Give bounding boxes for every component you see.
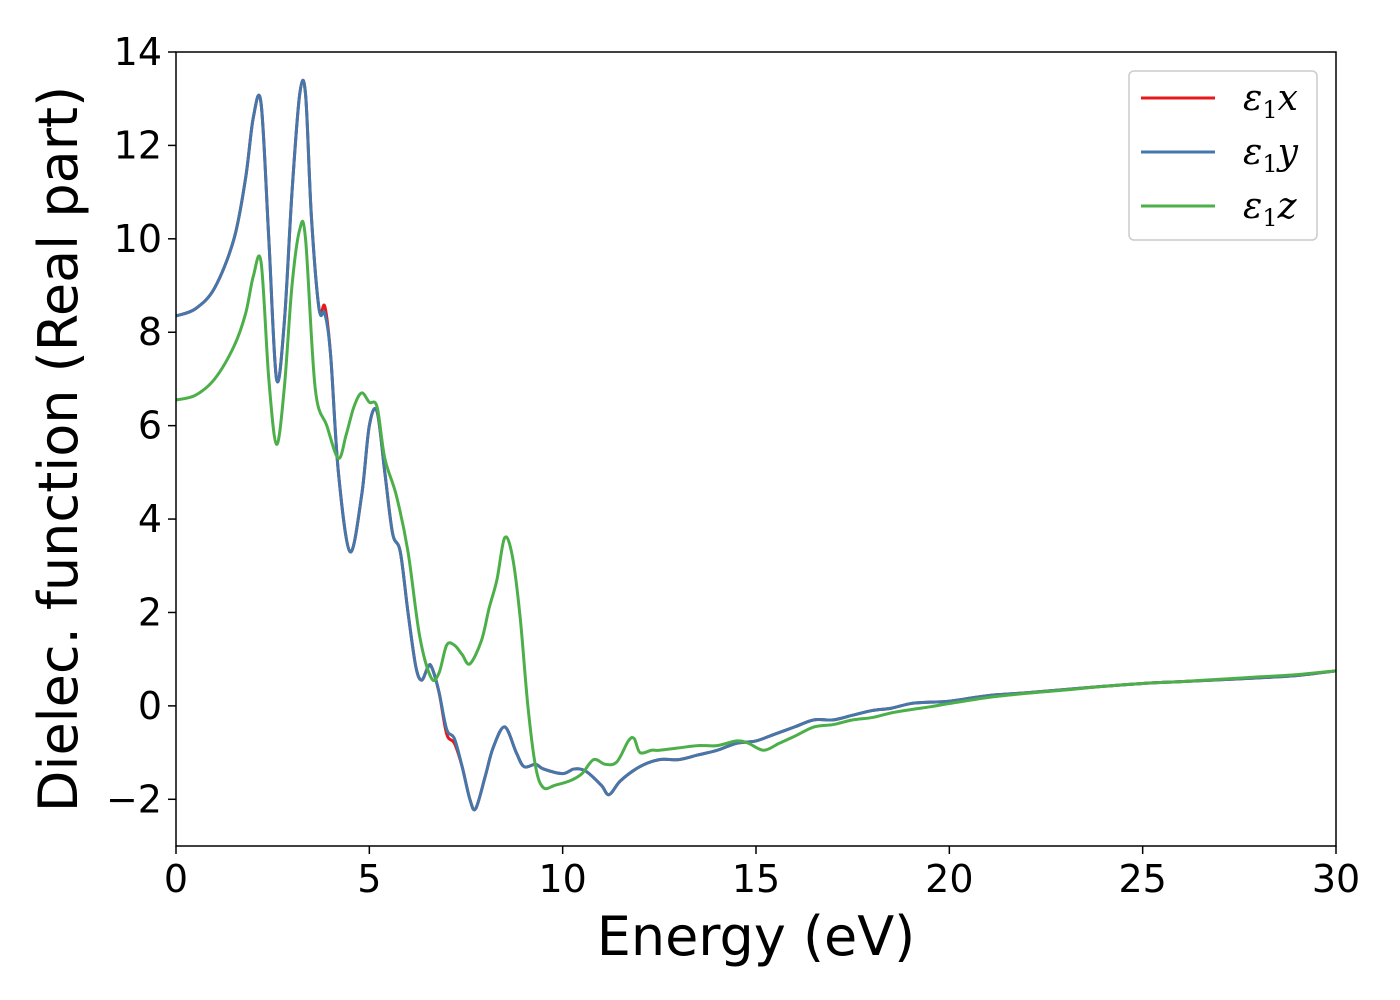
y-tick-label: 4 (138, 497, 162, 541)
x-tick-label: 20 (925, 857, 973, 901)
x-tick-label: 0 (164, 857, 188, 901)
y-tick-label: 14 (114, 30, 162, 74)
legend: ε1x ε1y ε1z (1128, 70, 1318, 241)
y-tick-label: 0 (138, 684, 162, 728)
x-tick-label: 25 (1118, 857, 1166, 901)
x-axis: 0 5 10 15 20 25 30 (164, 846, 1360, 901)
y-tick-label: 10 (114, 217, 162, 261)
series-layer (176, 78, 1336, 812)
y-tick-label: −2 (106, 777, 162, 821)
legend-box (1128, 70, 1318, 241)
x-tick-label: 15 (732, 857, 780, 901)
x-axis-label: Energy (eV) (597, 905, 916, 968)
legend-label-z: ε1z (1243, 186, 1298, 232)
y-axis-label: Dielec. function (Real part) (27, 86, 90, 812)
series-line-y (176, 78, 1336, 812)
x-tick-label: 10 (538, 857, 586, 901)
y-tick-label: 6 (138, 404, 162, 448)
y-tick-label: 12 (114, 123, 162, 167)
y-tick-label: 8 (138, 310, 162, 354)
y-axis: −2 0 2 4 6 8 10 12 14 (106, 30, 176, 821)
x-tick-label: 5 (357, 857, 381, 901)
x-tick-label: 30 (1312, 857, 1360, 901)
legend-label-x: ε1x (1243, 78, 1298, 124)
y-tick-label: 2 (138, 590, 162, 634)
legend-label-y: ε1y (1243, 132, 1299, 178)
series-line-z (176, 219, 1336, 791)
